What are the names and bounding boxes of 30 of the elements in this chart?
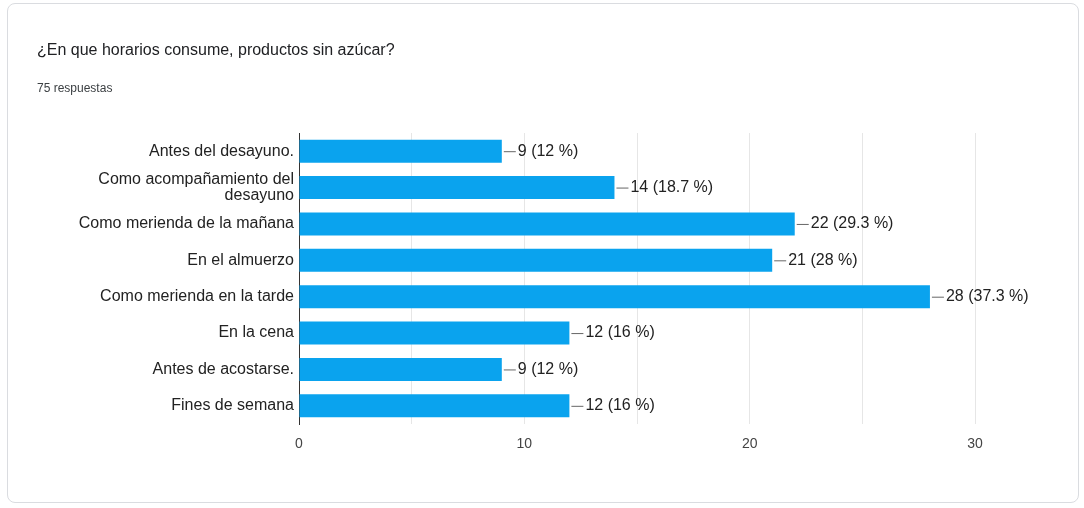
bar bbox=[299, 357, 502, 381]
data-label: 12 (16 %) bbox=[585, 323, 655, 341]
bar bbox=[299, 139, 502, 163]
y-tick-label: En el almuerzo bbox=[187, 250, 295, 268]
data-label: 22 (29.3 %) bbox=[810, 214, 894, 232]
x-tick-label: 0 bbox=[295, 435, 304, 452]
bar bbox=[299, 394, 570, 418]
y-tick-label: Antes de acostarse. bbox=[152, 359, 294, 377]
data-label: 12 (16 %) bbox=[585, 396, 655, 414]
bar bbox=[299, 321, 570, 345]
x-tick-label: 20 bbox=[741, 435, 758, 452]
data-label: 21 (28 %) bbox=[788, 250, 858, 268]
data-label: 14 (18.7 %) bbox=[630, 177, 714, 195]
y-tick-label: Antes del desayuno. bbox=[149, 141, 294, 159]
y-tick-label: Fines de semana bbox=[171, 396, 295, 414]
bar bbox=[299, 212, 795, 236]
bar bbox=[299, 176, 615, 200]
text: 75 respuestas bbox=[37, 81, 113, 95]
y-tick-label: En la cena bbox=[218, 323, 295, 341]
x-tick-label: 10 bbox=[516, 435, 533, 452]
data-label: 9 (12 %) bbox=[517, 359, 579, 377]
bar bbox=[299, 248, 773, 272]
chart-title: ¿En que horarios consume, productos sin azúcar? bbox=[37, 40, 395, 60]
x-tick-label: 30 bbox=[967, 435, 983, 452]
data-label: 9 (12 %) bbox=[517, 141, 579, 159]
y-tick-label: Como acompañamiento del desayuno bbox=[98, 169, 295, 203]
y-tick-label: Como merienda en la tarde bbox=[100, 287, 295, 305]
bar bbox=[299, 285, 930, 309]
data-label: 28 (37.3 %) bbox=[945, 287, 1029, 305]
y-tick-label: Como merienda de la mañana bbox=[78, 214, 295, 232]
